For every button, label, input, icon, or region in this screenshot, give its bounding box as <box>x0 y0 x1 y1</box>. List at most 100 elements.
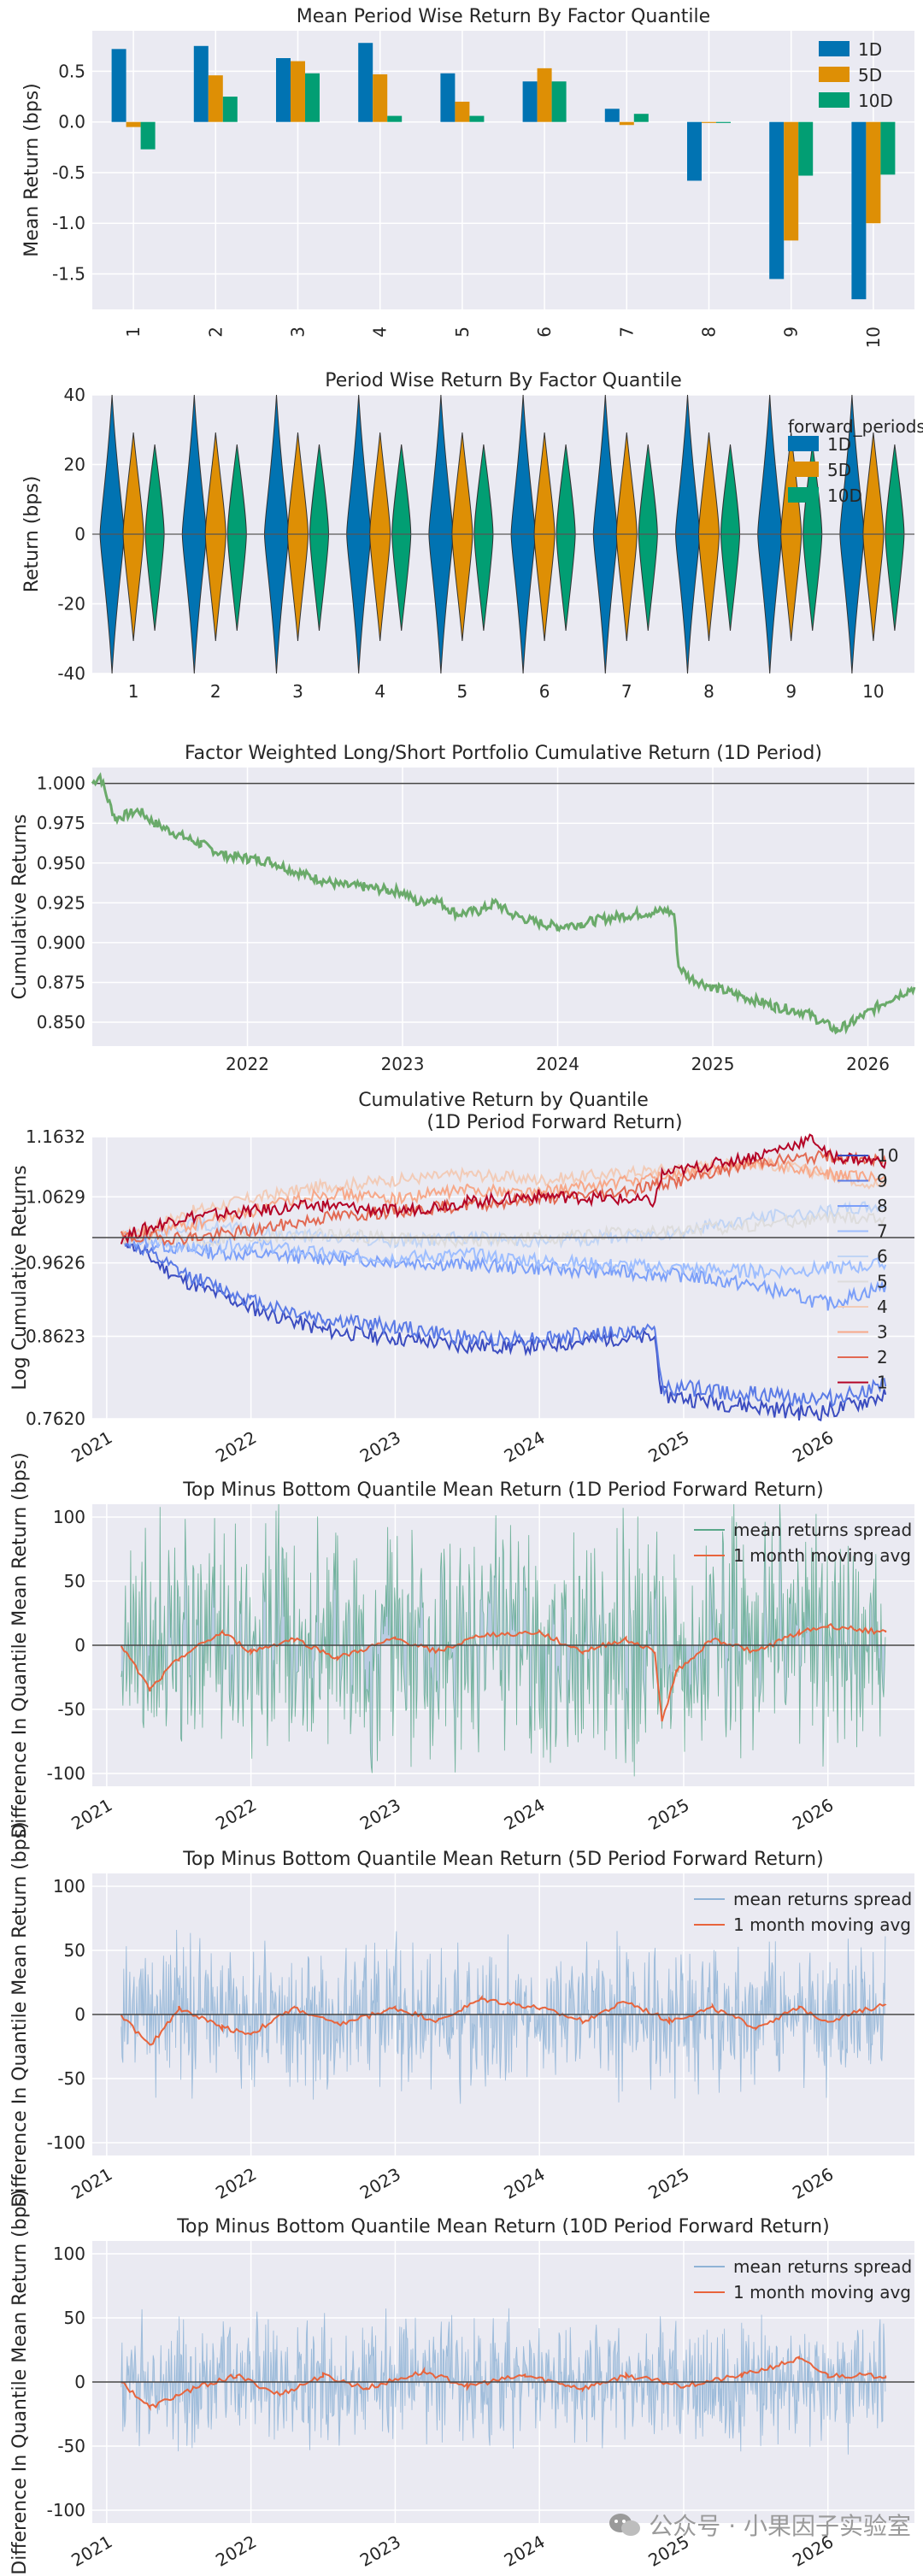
bar-5D-q9 <box>784 121 799 241</box>
x-tick-label: 5 <box>452 326 473 338</box>
bar-10D-q4 <box>387 115 403 122</box>
y-tick-label: 50 <box>64 1571 85 1591</box>
quantile-line-1 <box>120 1133 887 1244</box>
bar-10D-q1 <box>140 121 156 150</box>
bar-5D-q3 <box>291 61 305 122</box>
legend-label: 9 <box>877 1171 888 1191</box>
legend-label: mean returns spread <box>733 1520 912 1540</box>
spread-line <box>121 1929 886 2104</box>
bar-1D-q9 <box>769 121 785 279</box>
y-tick-label: -1.0 <box>52 213 85 233</box>
y-tick-label: 1.0629 <box>26 1186 85 1207</box>
y-tick-label: -20 <box>57 594 85 615</box>
spread-line <box>121 2308 886 2455</box>
bar-10D-q3 <box>305 73 320 122</box>
violin-5D-q10 <box>862 432 885 642</box>
x-tick-label: 4 <box>370 326 391 338</box>
bar-1D-q6 <box>522 81 538 122</box>
violin-5D-q6 <box>533 432 556 642</box>
x-tick-label: 2022 <box>212 2164 260 2203</box>
legend-label: mean returns spread <box>733 1889 912 1909</box>
x-tick-label: 1 <box>123 326 144 338</box>
violin-5D-q2 <box>204 432 226 642</box>
x-tick-label: 2021 <box>68 2532 115 2571</box>
bar-10D-q9 <box>798 121 814 176</box>
bar-1D-q4 <box>358 43 373 122</box>
legend-swatch <box>819 41 850 56</box>
x-tick-label: 2023 <box>356 2164 404 2203</box>
violin-5D-q9 <box>780 432 802 642</box>
y-tick-label: 0 <box>74 524 85 544</box>
legend-swatch <box>788 462 819 477</box>
legend-swatch <box>788 436 819 451</box>
x-tick-label: 2026 <box>789 2164 837 2203</box>
legend-label: 5D <box>858 65 882 85</box>
chart-title: Mean Period Wise Return By Factor Quanti… <box>297 6 710 27</box>
y-tick-label: 0.850 <box>37 1012 85 1032</box>
legend-swatch <box>819 92 850 108</box>
x-tick-label: 2026 <box>846 1054 890 1074</box>
y-axis-label: Return (bps) <box>21 476 43 593</box>
y-tick-label: -100 <box>47 2132 85 2153</box>
legend-label: mean returns spread <box>733 2256 912 2277</box>
bar-1D-q1 <box>111 49 126 122</box>
y-tick-label: 0.900 <box>37 932 85 953</box>
x-tick-label: 2 <box>210 681 221 702</box>
legend-label: 1 month moving avg <box>733 1545 911 1566</box>
bar-10D-q5 <box>469 115 485 122</box>
chart-title: Factor Weighted Long/Short Portfolio Cum… <box>185 743 822 764</box>
x-tick-label: 2024 <box>501 1427 549 1467</box>
chart-title: Top Minus Bottom Quantile Mean Return (5… <box>182 1849 823 1870</box>
bar-10D-q2 <box>222 97 238 122</box>
moving-avg-line <box>121 2355 887 2412</box>
y-tick-label: 0.975 <box>37 813 85 833</box>
x-tick-label: 2021 <box>68 2164 115 2203</box>
x-tick-label: 3 <box>292 681 303 702</box>
legend-label: 10 <box>877 1145 898 1166</box>
chart-title: (1D Period Forward Return) <box>426 1112 682 1133</box>
y-tick-label: 20 <box>64 455 85 475</box>
x-tick-label: 2024 <box>536 1054 579 1074</box>
violin-10D-q1 <box>144 444 165 632</box>
x-tick-label: 2021 <box>68 1795 115 1834</box>
watermark: 公众号 · 小果因子实验室 <box>608 2508 911 2542</box>
x-tick-label: 6 <box>539 681 550 702</box>
y-tick-label: 1.1632 <box>26 1126 85 1147</box>
x-tick-label: 10 <box>862 681 884 702</box>
moving-avg-line <box>120 1622 887 1722</box>
legend-label: 7 <box>877 1221 888 1242</box>
x-tick-label: 2023 <box>356 1795 404 1834</box>
violin-5D-q8 <box>697 432 720 642</box>
bar-5D-q8 <box>702 121 716 123</box>
chart-title: Period Wise Return By Factor Quantile <box>325 370 681 391</box>
legend-label: 6 <box>877 1246 888 1267</box>
y-tick-label: -1.5 <box>52 264 85 285</box>
legend-label: 4 <box>877 1297 888 1317</box>
bar-5D-q2 <box>208 75 223 122</box>
chart-panel-6: Top Minus Bottom Quantile Mean Return (5… <box>9 1821 914 2208</box>
y-tick-label: -0.5 <box>52 162 85 183</box>
chart-panel-3: Factor Weighted Long/Short Portfolio Cum… <box>9 743 916 1074</box>
x-tick-label: 4 <box>374 681 385 702</box>
y-tick-label: -100 <box>47 2500 85 2520</box>
chart-panel-5: Top Minus Bottom Quantile Mean Return (1… <box>9 1452 914 1838</box>
violin-10D-q8 <box>720 444 741 632</box>
y-tick-label: -50 <box>57 1699 85 1720</box>
y-axis-label: Difference In Quantile Mean Return (bps) <box>9 1452 31 1838</box>
x-tick-label: 7 <box>616 326 637 338</box>
y-axis-label: Cumulative Returns <box>9 814 31 999</box>
x-tick-label: 7 <box>621 681 632 702</box>
y-axis-label: Difference In Quantile Mean Return (bps) <box>9 1821 31 2207</box>
x-tick-label: 2023 <box>381 1054 425 1074</box>
y-tick-label: 100 <box>53 2244 85 2264</box>
y-tick-label: -40 <box>57 663 85 684</box>
chart-title: Top Minus Bottom Quantile Mean Return (1… <box>176 2216 829 2238</box>
bar-5D-q4 <box>373 74 388 122</box>
violin-10D-q7 <box>638 444 658 632</box>
chart-title: Top Minus Bottom Quantile Mean Return (1… <box>182 1479 823 1501</box>
plot-area <box>92 1137 914 1419</box>
y-tick-label: 0.5 <box>58 61 85 81</box>
x-tick-label: 2025 <box>644 2164 692 2203</box>
chart-panel-4: Cumulative Return by Quantile(1D Period … <box>9 1090 914 1467</box>
chart-title: Cumulative Return by Quantile <box>358 1090 649 1111</box>
